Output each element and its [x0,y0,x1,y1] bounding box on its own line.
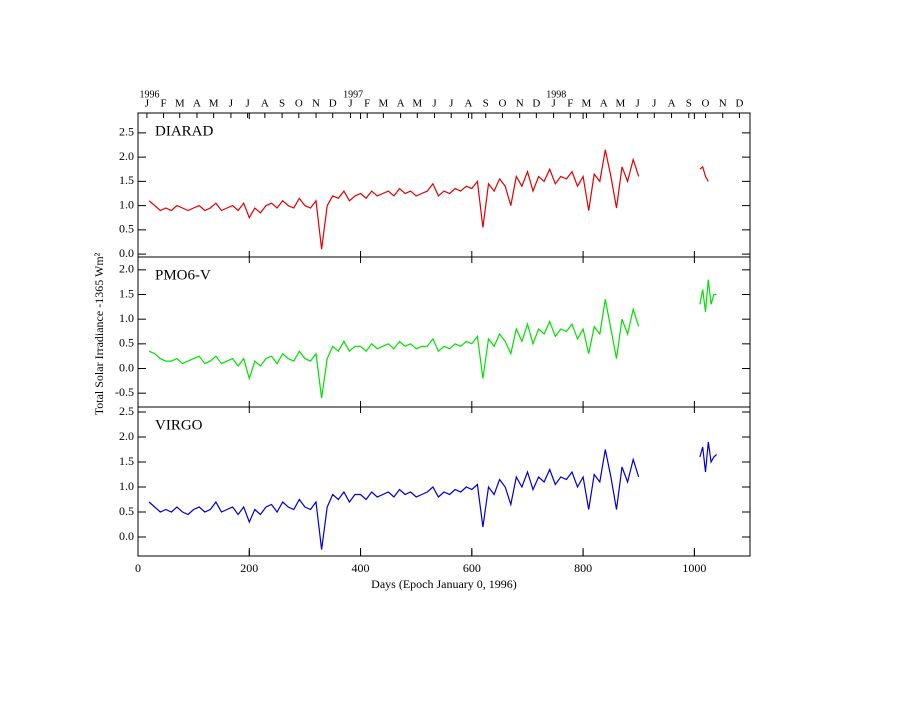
panel-frame [137,406,751,557]
x-tick-label: 600 [463,561,481,575]
year-label: 1998 [546,89,566,100]
y-tick-label: 1.0 [119,479,134,493]
data-line [148,279,717,399]
panel-frame [137,256,751,408]
month-label: D [735,98,743,110]
month-label: S [279,98,285,110]
month-label: A [261,98,269,110]
month-label: N [312,98,320,110]
month-label: J [229,98,234,110]
month-label: A [668,98,676,110]
month-label: J [652,98,657,110]
x-axis-label: Days (Epoch January 0, 1996) [371,577,517,591]
month-label: J [348,98,353,110]
month-label: M [209,98,219,110]
y-tick-label: 0.5 [119,222,134,236]
x-tick-label: 400 [352,561,370,575]
y-tick-label: 2.5 [119,404,134,418]
panel-frame [137,112,751,258]
month-label: F [567,98,573,110]
month-label: A [193,98,201,110]
y-tick-label: 1.5 [119,286,134,300]
y-tick-label: 2.0 [119,262,134,276]
y-tick-label: 0.0 [119,360,134,374]
y-tick-label: 2.0 [119,429,134,443]
x-tick-label: 0 [135,561,141,575]
y-tick-label: -0.5 [115,385,134,399]
panel-name: PMO6-V [155,267,211,283]
y-tick-label: 0.5 [119,336,134,350]
month-label: O [295,98,303,110]
panel-name: DIARAD [155,123,213,139]
month-label: J [145,98,150,110]
y-tick-label: 0.5 [119,504,134,518]
data-line [148,441,717,550]
month-label: M [582,98,592,110]
panel-name: VIRGO [155,417,203,433]
month-label: M [412,98,422,110]
y-tick-label: 1.5 [119,173,134,187]
month-label: D [329,98,337,110]
month-label: J [551,98,556,110]
y-axis-label: Total Solar Irradiance -1365 Wm² [92,252,106,415]
y-tick-label: 0.0 [119,246,134,260]
y-tick-label: 1.0 [119,311,134,325]
data-line [148,149,709,250]
month-label: O [498,98,506,110]
month-label: M [175,98,185,110]
x-tick-label: 200 [240,561,258,575]
month-label: A [465,98,473,110]
y-tick-label: 1.5 [119,454,134,468]
year-label: 1997 [343,89,363,100]
y-tick-label: 2.0 [119,149,134,163]
y-tick-label: 0.0 [119,529,134,543]
month-label: N [719,98,727,110]
month-label: F [364,98,370,110]
month-label: J [635,98,640,110]
x-tick-label: 1000 [682,561,706,575]
y-tick-label: 1.0 [119,197,134,211]
month-label: J [245,98,250,110]
month-label: S [483,98,489,110]
month-label: J [449,98,454,110]
month-label: M [615,98,625,110]
month-label: M [378,98,388,110]
month-label: F [161,98,167,110]
month-label: D [532,98,540,110]
month-label: N [516,98,524,110]
month-label: A [600,98,608,110]
month-label: O [702,98,710,110]
year-label: 1996 [140,89,160,100]
month-label: A [397,98,405,110]
y-tick-label: 2.5 [119,125,134,139]
month-label: S [686,98,692,110]
x-tick-label: 800 [574,561,592,575]
month-label: J [432,98,437,110]
